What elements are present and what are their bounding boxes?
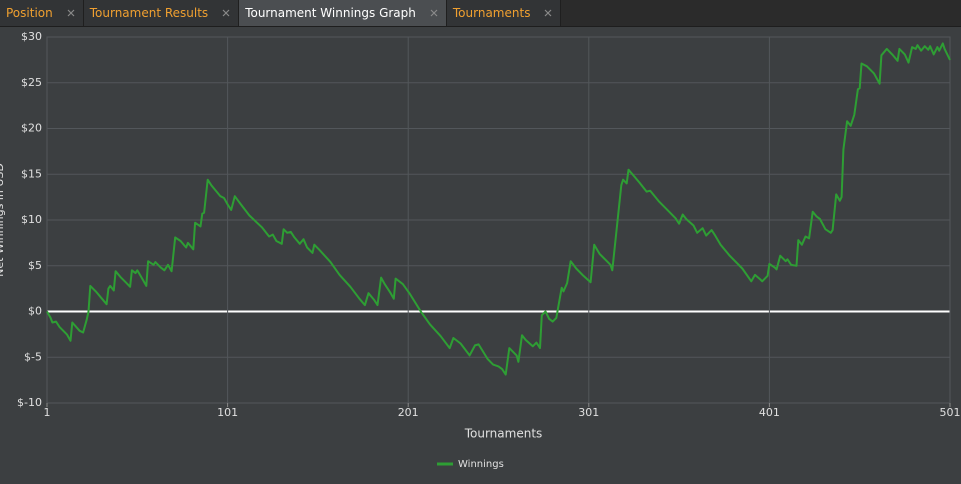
legend-label: Winnings (458, 459, 504, 470)
y-tick-label: $25 (21, 76, 42, 89)
x-tick-label: 501 (940, 406, 961, 419)
close-icon[interactable] (222, 9, 230, 17)
x-axis-label: Tournaments (464, 427, 543, 441)
tab[interactable]: Tournament Winnings Graph (239, 0, 447, 26)
y-tick-label: $20 (21, 122, 42, 135)
y-tick-label: $0 (28, 305, 42, 318)
x-tick-label: 301 (578, 406, 599, 419)
tab-label: Tournament Winnings Graph (245, 6, 416, 20)
y-tick-label: $-10 (17, 396, 42, 409)
close-icon[interactable] (67, 9, 75, 17)
chart: $-10 $-5 $0 $5 $10 $15 $20 $25 $30 1 101 201 301 401 5… (0, 30, 961, 470)
tab-label: Tournament Results (89, 6, 209, 20)
tab-label: Tournaments (452, 6, 531, 20)
y-tick-label: $10 (21, 213, 42, 226)
tab[interactable]: Position (0, 0, 84, 26)
y-tick-label: $15 (21, 167, 42, 180)
tab[interactable]: Tournaments (446, 0, 562, 26)
tab-bar: Position Tournament Results Tournament Win… (0, 0, 961, 27)
x-tick-label: 1 (44, 406, 51, 419)
y-axis-label: Net Winnings in USD (0, 163, 6, 277)
tab-label: Position (6, 6, 53, 20)
x-tick-label: 401 (759, 406, 780, 419)
x-tick-label: 101 (217, 406, 238, 419)
close-icon[interactable] (430, 9, 438, 17)
close-icon[interactable] (544, 9, 552, 17)
tab[interactable]: Tournament Results (83, 0, 240, 26)
y-tick-label: $30 (21, 30, 42, 43)
y-tick-label: $5 (28, 259, 42, 272)
x-tick-label: 201 (398, 406, 419, 419)
line-series (46, 42, 951, 376)
y-tick-label: $-5 (24, 350, 42, 363)
